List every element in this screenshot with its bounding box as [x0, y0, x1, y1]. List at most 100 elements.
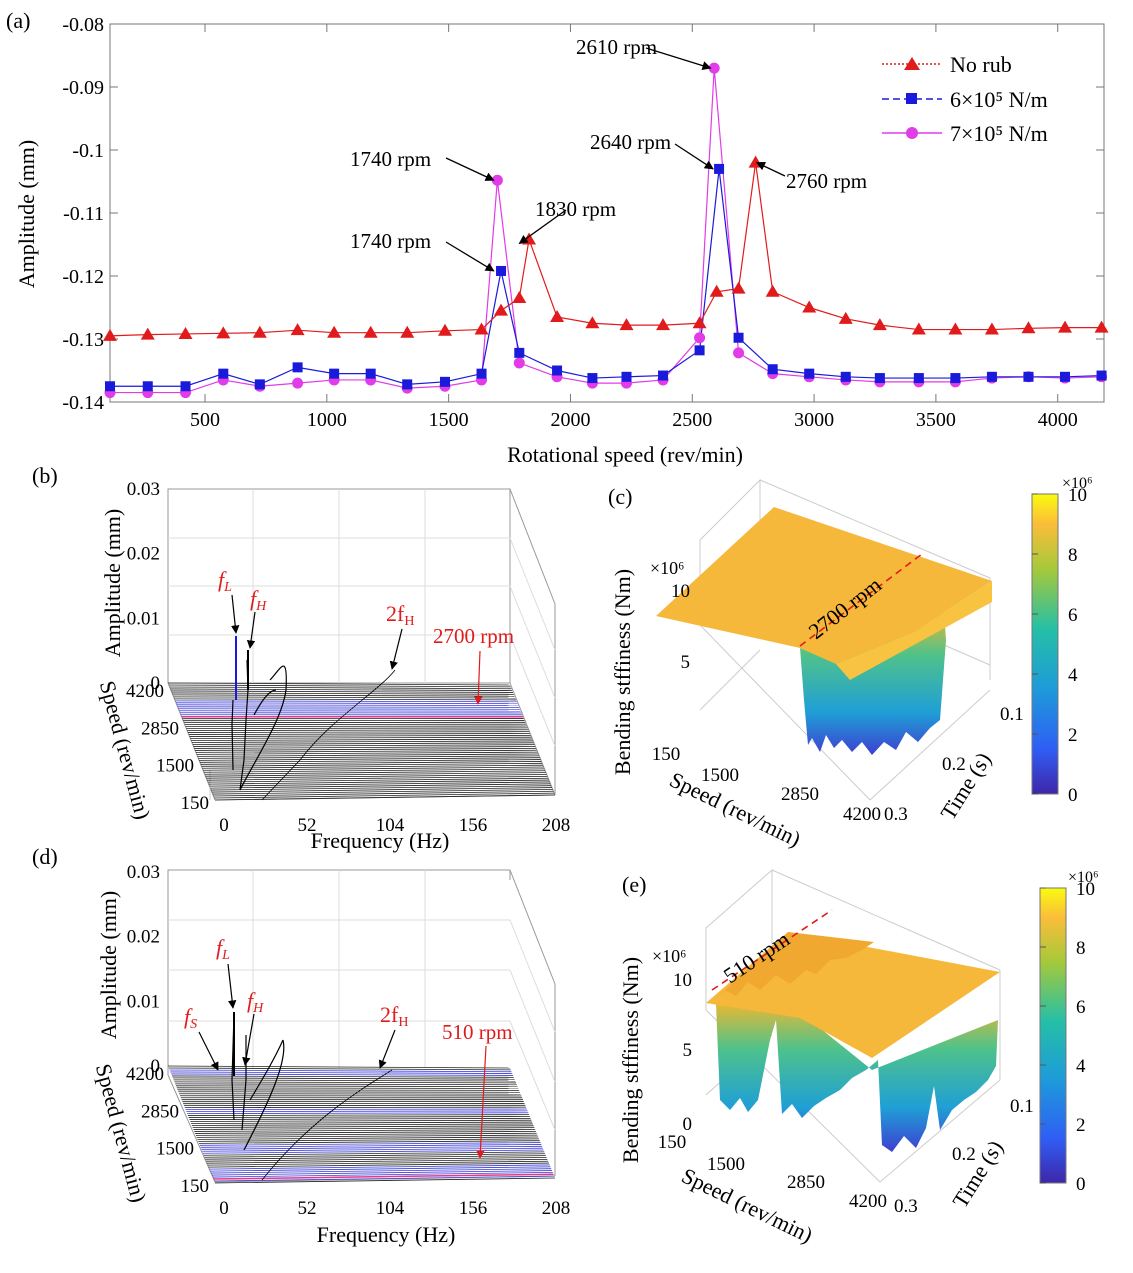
waterfall-slice: [204, 770, 546, 775]
waterfall-slice: [187, 731, 530, 733]
waterfall-slice: [195, 747, 536, 751]
panel-label-b: (b): [32, 463, 58, 488]
panel-b-z-tick-label: 0.03: [127, 479, 160, 500]
panel-a-y-tick-label: -0.1: [72, 140, 104, 162]
waterfall-slice: [174, 1081, 517, 1084]
waterfall-slice: [169, 1069, 512, 1073]
legend-label-6e5: 6×10⁵ N/m: [950, 87, 1048, 112]
panel-label-c: (c): [608, 484, 632, 509]
panel-e-colorbar: [1039, 887, 1067, 1184]
point-6e5: [142, 381, 153, 392]
panel-b-x-tick-label: 0: [219, 815, 229, 836]
panel-b-y-tick-label: 2850: [141, 718, 179, 739]
panel-a-y-tick-label: -0.12: [62, 266, 104, 288]
waterfall-slice: [173, 696, 516, 699]
panel-d-z-tick-label: 0.01: [127, 991, 160, 1012]
panel-c-x-tick-label: 2850: [781, 784, 819, 805]
panel-a-y-tick-label: -0.13: [62, 329, 104, 351]
point-no-rub: [948, 322, 963, 335]
waterfall-slice: [177, 706, 520, 708]
point-no-rub: [802, 300, 817, 313]
panel-b-label-2fH: 2fH: [386, 601, 414, 629]
panel-c-colorbar-tick-label: 2: [1068, 725, 1078, 746]
waterfall-slice: [209, 1164, 550, 1170]
point-6e5: [694, 345, 705, 356]
panel-d-z-tick-label: 0.03: [127, 862, 160, 883]
legend-marker-7e5: [906, 127, 918, 139]
panel-c-y-tick-label: 0.2: [942, 754, 966, 775]
waterfall-slice: [191, 738, 533, 741]
waterfall-slice: [175, 702, 518, 705]
panel-d-label-fL: fL: [216, 935, 230, 963]
waterfall-slice: [191, 740, 533, 743]
point-no-rub: [400, 325, 415, 338]
waterfall-slice: [203, 1151, 545, 1156]
point-6e5: [587, 373, 598, 384]
panel-e-colorbar-tick-label: 8: [1076, 938, 1086, 959]
panel-a-x-tick-label: 500: [190, 409, 220, 431]
waterfall-slice: [172, 694, 515, 697]
panel-b-rpm-label: 2700 rpm: [433, 624, 514, 648]
panel-d-x-tick-label: 104: [376, 1198, 405, 1219]
panel-c-colorbar-tick-label: 4: [1068, 665, 1078, 686]
panel-d-x-tick-label: 52: [298, 1198, 317, 1219]
waterfall-slice: [208, 779, 549, 785]
panel-b-arrow-fL: [231, 594, 240, 634]
point-6e5: [1096, 370, 1107, 381]
panel-d-y-tick-label: 150: [181, 1176, 210, 1197]
panel-b-x-tick-label: 156: [459, 815, 488, 836]
waterfall-slice: [175, 700, 517, 703]
point-no-rub: [522, 232, 537, 245]
panel-e-wall: [716, 1004, 998, 1152]
waterfall-slice: [210, 1166, 551, 1172]
waterfall-slice: [171, 1075, 514, 1078]
waterfall-slice: [202, 764, 543, 769]
panel-b-peaks: [231, 659, 396, 801]
waterfall-slice: [214, 1175, 555, 1182]
panel-label-a: (a): [6, 8, 30, 33]
point-no-rub: [494, 303, 509, 316]
waterfall-slice: [185, 725, 527, 728]
point-no-rub: [363, 325, 378, 338]
series-line-6e5: [110, 168, 1102, 387]
panel-a-annotation: 2760 rpm: [786, 169, 867, 193]
panel-c-colorbar-tick-label: 0: [1068, 785, 1078, 806]
panel-a-annotation: 2610 rpm: [576, 35, 657, 59]
series-line-7e5: [110, 68, 1102, 394]
panel-e-y-tick-label: 0.2: [952, 1144, 976, 1165]
panel-e-colorbar-tick-label: 10: [1076, 879, 1095, 900]
panel-b-y-tick-label: 150: [181, 793, 210, 814]
panel-a-annotation: 1830 rpm: [535, 197, 616, 221]
waterfall-slice: [210, 783, 551, 789]
panel-a-x-tick-label: 1000: [307, 409, 347, 431]
waterfall-slice: [211, 785, 552, 791]
point-6e5: [714, 163, 725, 174]
point-6e5: [254, 379, 265, 390]
point-6e5: [913, 373, 924, 384]
panel-b-floor: [167, 682, 556, 801]
panel-a-annotation-arrow: [445, 157, 495, 181]
waterfall-slice: [205, 772, 546, 777]
waterfall-slice: [185, 1108, 527, 1111]
waterfall-slice: [204, 1153, 546, 1158]
point-6e5: [733, 332, 744, 343]
point-no-rub: [731, 281, 746, 294]
waterfall-slice: [171, 690, 514, 693]
waterfall-slice: [214, 792, 555, 799]
panel-b-x-axis-label: Frequency (Hz): [311, 828, 450, 853]
point-6e5: [767, 364, 778, 375]
panel-c-colorbar-scale: ×10⁶: [1062, 475, 1093, 492]
waterfall-slice: [213, 790, 554, 797]
panel-a-annotation-arrow: [445, 241, 495, 272]
panel-e-z-tick-label: 5: [683, 1040, 693, 1061]
panel-b-y-tick-label: 1500: [156, 756, 194, 777]
point-no-rub: [748, 155, 763, 168]
panel-c-upper-step: [836, 581, 992, 680]
panel-e-ridges: [714, 932, 874, 1000]
panel-e-rpm-line: [711, 909, 833, 991]
panel-c-z-tick-label: 5: [681, 652, 691, 673]
panel-c-wall-front: [800, 612, 946, 755]
legend-marker-no-rub: [904, 57, 920, 70]
